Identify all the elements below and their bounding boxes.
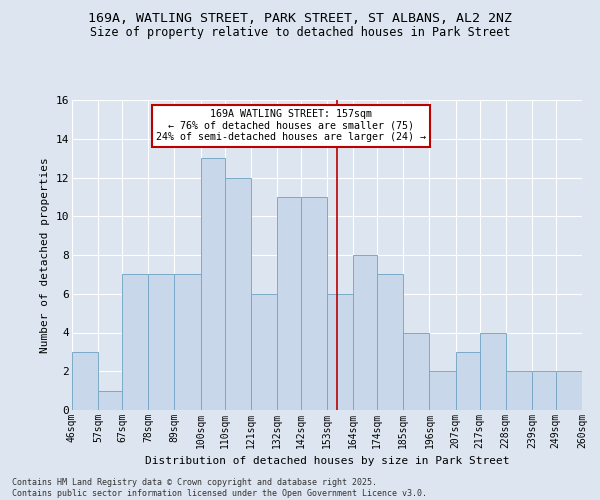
Bar: [175, 274, 200, 410]
Bar: [455, 352, 479, 410]
Bar: [582, 371, 600, 410]
Text: 169A WATLING STREET: 157sqm
← 76% of detached houses are smaller (75)
24% of sem: 169A WATLING STREET: 157sqm ← 76% of det…: [156, 110, 426, 142]
Y-axis label: Number of detached properties: Number of detached properties: [40, 157, 50, 353]
Bar: [224, 178, 251, 410]
Text: 169A, WATLING STREET, PARK STREET, ST ALBANS, AL2 2NZ: 169A, WATLING STREET, PARK STREET, ST AL…: [88, 12, 512, 26]
Bar: [251, 294, 277, 410]
Bar: [200, 158, 224, 410]
Bar: [377, 274, 403, 410]
Bar: [122, 274, 148, 410]
X-axis label: Distribution of detached houses by size in Park Street: Distribution of detached houses by size …: [145, 456, 509, 466]
Bar: [506, 371, 532, 410]
Bar: [277, 197, 301, 410]
Bar: [479, 332, 506, 410]
Bar: [327, 294, 353, 410]
Bar: [301, 197, 327, 410]
Bar: [532, 371, 556, 410]
Bar: [403, 332, 430, 410]
Bar: [98, 390, 122, 410]
Bar: [430, 371, 455, 410]
Text: Contains HM Land Registry data © Crown copyright and database right 2025.
Contai: Contains HM Land Registry data © Crown c…: [12, 478, 427, 498]
Bar: [72, 352, 98, 410]
Bar: [556, 371, 582, 410]
Text: Size of property relative to detached houses in Park Street: Size of property relative to detached ho…: [90, 26, 510, 39]
Bar: [148, 274, 175, 410]
Bar: [353, 255, 377, 410]
